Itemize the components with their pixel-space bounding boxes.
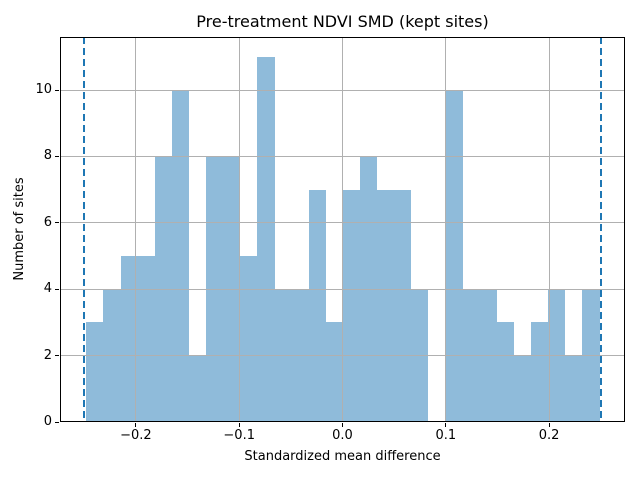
y-tick-mark xyxy=(55,89,59,91)
y-tick-label: 2 xyxy=(43,347,52,363)
x-tick-mark xyxy=(342,423,343,427)
gridline-horizontal xyxy=(60,288,625,290)
histogram-bar xyxy=(240,256,258,422)
histogram-bar xyxy=(342,189,361,422)
y-tick-mark xyxy=(55,155,59,157)
y-tick-mark xyxy=(55,288,59,290)
x-tick-label: 0.1 xyxy=(435,428,457,443)
gridline-vertical xyxy=(135,37,137,422)
caliper-line xyxy=(83,37,86,422)
caliper-lines-layer xyxy=(60,37,625,422)
x-tick-label: 0.0 xyxy=(332,428,353,443)
y-tick-label: 8 xyxy=(43,148,52,164)
histogram-bar xyxy=(377,189,395,422)
chart-title: Pre-treatment NDVI SMD (kept sites) xyxy=(196,12,489,31)
histogram-bar xyxy=(171,90,189,422)
histogram-bar xyxy=(308,189,326,422)
caliper-line xyxy=(599,37,602,422)
x-tick-label: −0.1 xyxy=(223,428,255,443)
gridline-horizontal xyxy=(60,222,625,224)
x-tick-label: −0.2 xyxy=(120,428,152,443)
y-tick-mark xyxy=(55,355,59,357)
histogram-bar xyxy=(394,189,412,422)
y-tick-label: 10 xyxy=(35,82,52,98)
gridline-vertical xyxy=(445,37,447,422)
gridline-vertical xyxy=(342,37,343,422)
plot-area xyxy=(60,37,625,422)
y-tick-label: 4 xyxy=(43,281,52,297)
y-tick-mark xyxy=(55,222,59,224)
x-axis-label: Standardized mean difference xyxy=(244,449,441,464)
histogram-bar xyxy=(514,355,532,422)
histogram-bar xyxy=(565,355,583,422)
gridline-vertical xyxy=(548,37,550,422)
histogram-bar xyxy=(531,322,549,422)
x-tick-mark xyxy=(135,423,137,427)
y-tick-label: 0 xyxy=(43,414,52,429)
x-tick-mark xyxy=(548,423,550,427)
gridline-vertical xyxy=(238,37,240,422)
gridline-horizontal xyxy=(60,155,625,157)
histogram-bar xyxy=(86,322,104,422)
histogram-bar xyxy=(445,90,463,422)
histogram-bar xyxy=(257,56,275,422)
x-tick-mark xyxy=(238,423,240,427)
gridlines-layer xyxy=(60,37,625,422)
x-tick-mark xyxy=(445,423,447,427)
histogram-bar xyxy=(188,355,207,422)
y-tick-mark xyxy=(55,421,59,423)
y-tick-label: 6 xyxy=(43,214,52,230)
histogram-bar xyxy=(137,256,155,422)
histogram-bar xyxy=(496,322,515,422)
gridline-horizontal xyxy=(60,89,625,91)
x-tick-label: 0.2 xyxy=(538,428,560,443)
histogram-bar xyxy=(120,256,138,422)
gridline-horizontal xyxy=(60,355,625,357)
histogram-bar xyxy=(325,322,343,422)
